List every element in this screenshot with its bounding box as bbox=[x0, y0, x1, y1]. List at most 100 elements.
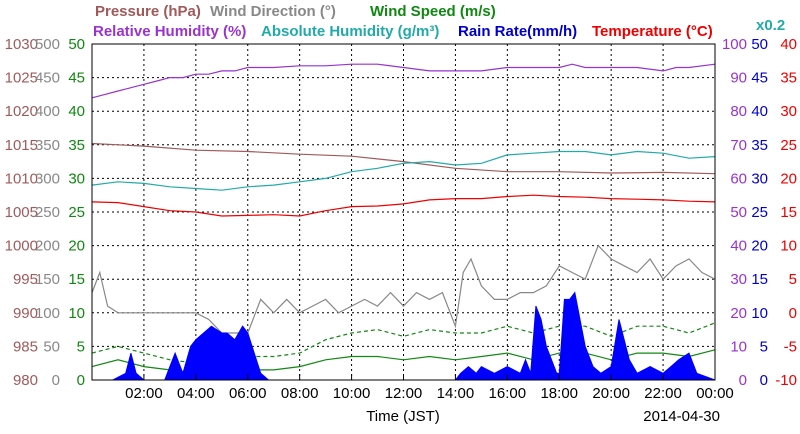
legend-rain-rate: Rain Rate(mm/h) bbox=[458, 23, 577, 40]
date-label: 2014-04-30 bbox=[643, 408, 720, 425]
tick-label-relative-humidity: 50 bbox=[730, 204, 747, 221]
tick-label-temperature: 30 bbox=[780, 103, 797, 120]
x-tick-label: 08:00 bbox=[281, 385, 319, 402]
x-tick-label: 10:00 bbox=[333, 385, 371, 402]
legend-pressure: Pressure (hPa) bbox=[95, 3, 201, 20]
tick-label-rain-rate: 15 bbox=[751, 271, 768, 288]
tick-label-pressure: 1020 bbox=[5, 103, 38, 120]
tick-label-wind-speed: 50 bbox=[68, 36, 85, 53]
left-axes: 1030102510201015101010051000995990985980… bbox=[5, 36, 85, 389]
legend-wind-speed: Wind Speed (m/s) bbox=[370, 3, 496, 20]
tick-label-temperature: 40 bbox=[780, 36, 797, 53]
tick-label-temperature: 10 bbox=[780, 238, 797, 255]
tick-label-wind-direction: 450 bbox=[35, 70, 60, 87]
legend-wind-direction: Wind Direction (°) bbox=[210, 3, 336, 20]
tick-label-relative-humidity: 30 bbox=[730, 271, 747, 288]
x-tick-label: 20:00 bbox=[592, 385, 630, 402]
tick-label-rain-rate: 50 bbox=[751, 36, 768, 53]
right-axes: 1009080706050403020100504540353025201510… bbox=[722, 36, 797, 389]
tick-label-relative-humidity: 0 bbox=[739, 372, 747, 389]
x-tick-label: 14:00 bbox=[437, 385, 475, 402]
x-axis: 02:00 04:00 06:00 08:00 10:00 12:00 14:00 16:00… bbox=[125, 374, 734, 402]
x-tick-label: 00:00 bbox=[696, 385, 734, 402]
tick-label-temperature: 20 bbox=[780, 170, 797, 187]
legend-absolute-humidity: Absolute Humidity (g/m³) bbox=[261, 23, 439, 40]
tick-label-temperature: 35 bbox=[780, 70, 797, 87]
series-rh bbox=[91, 63, 716, 99]
tick-label-wind-direction: 50 bbox=[43, 338, 60, 355]
tick-label-pressure: 1015 bbox=[5, 137, 38, 154]
tick-label-temperature: 5 bbox=[789, 271, 797, 288]
series-temp bbox=[91, 194, 716, 217]
plot-frame bbox=[91, 43, 716, 381]
tick-label-temperature: -5 bbox=[784, 338, 797, 355]
tick-label-wind-speed: 45 bbox=[68, 70, 85, 87]
tick-label-wind-direction: 250 bbox=[35, 204, 60, 221]
tick-label-relative-humidity: 40 bbox=[730, 238, 747, 255]
tick-label-wind-direction: 500 bbox=[35, 36, 60, 53]
x-tick-label: 16:00 bbox=[489, 385, 527, 402]
tick-label-temperature: 25 bbox=[780, 137, 797, 154]
tick-label-wind-direction: 350 bbox=[35, 137, 60, 154]
tick-label-pressure: 1010 bbox=[5, 170, 38, 187]
tick-label-pressure: 1005 bbox=[5, 204, 38, 221]
tick-label-wind-direction: 150 bbox=[35, 271, 60, 288]
series-rain bbox=[92, 291, 716, 381]
tick-label-relative-humidity: 70 bbox=[730, 137, 747, 154]
tick-label-rain-rate: 30 bbox=[751, 170, 768, 187]
x-tick-label: 18:00 bbox=[540, 385, 578, 402]
tick-label-wind-speed: 35 bbox=[68, 137, 85, 154]
tick-label-relative-humidity: 100 bbox=[722, 36, 747, 53]
series-pressure bbox=[91, 142, 716, 175]
tick-label-wind-direction: 400 bbox=[35, 103, 60, 120]
legend-scale-note: x0.2 bbox=[756, 17, 785, 34]
legend-relative-humidity: Relative Humidity (%) bbox=[93, 23, 246, 40]
tick-label-pressure: 1025 bbox=[5, 70, 38, 87]
tick-label-pressure: 1030 bbox=[5, 36, 38, 53]
tick-label-wind-speed: 40 bbox=[68, 103, 85, 120]
tick-label-temperature: -10 bbox=[775, 372, 797, 389]
tick-label-wind-speed: 5 bbox=[77, 338, 85, 355]
tick-label-rain-rate: 25 bbox=[751, 204, 768, 221]
tick-label-wind-speed: 30 bbox=[68, 170, 85, 187]
tick-label-relative-humidity: 20 bbox=[730, 305, 747, 322]
tick-label-rain-rate: 35 bbox=[751, 137, 768, 154]
tick-label-relative-humidity: 80 bbox=[730, 103, 747, 120]
tick-label-relative-humidity: 60 bbox=[730, 170, 747, 187]
tick-label-wind-speed: 0 bbox=[77, 372, 85, 389]
tick-label-wind-direction: 300 bbox=[35, 170, 60, 187]
tick-label-wind-direction: 200 bbox=[35, 238, 60, 255]
x-tick-label: 02:00 bbox=[125, 385, 163, 402]
x-tick-label: 06:00 bbox=[229, 385, 267, 402]
tick-label-wind-speed: 20 bbox=[68, 238, 85, 255]
tick-label-relative-humidity: 90 bbox=[730, 70, 747, 87]
x-tick-label: 04:00 bbox=[177, 385, 215, 402]
tick-label-wind-speed: 25 bbox=[68, 204, 85, 221]
grid-lines bbox=[92, 44, 715, 380]
legend-temperature: Temperature (°C) bbox=[592, 23, 713, 40]
tick-label-pressure: 980 bbox=[13, 372, 38, 389]
tick-label-wind-direction: 0 bbox=[52, 372, 60, 389]
tick-label-pressure: 990 bbox=[13, 305, 38, 322]
x-axis-label: Time (JST) bbox=[366, 408, 440, 425]
tick-label-rain-rate: 10 bbox=[751, 305, 768, 322]
x-tick-label: 12:00 bbox=[385, 385, 423, 402]
tick-label-rain-rate: 0 bbox=[760, 372, 768, 389]
series-ah bbox=[91, 150, 716, 191]
x-tick-label: 22:00 bbox=[644, 385, 682, 402]
tick-label-rain-rate: 5 bbox=[760, 338, 768, 355]
tick-label-wind-speed: 15 bbox=[68, 271, 85, 288]
tick-label-temperature: 0 bbox=[789, 305, 797, 322]
tick-label-rain-rate: 45 bbox=[751, 70, 768, 87]
tick-label-pressure: 995 bbox=[13, 271, 38, 288]
series-wd bbox=[91, 244, 716, 334]
tick-label-wind-direction: 100 bbox=[35, 305, 60, 322]
tick-label-pressure: 985 bbox=[13, 338, 38, 355]
tick-label-rain-rate: 40 bbox=[751, 103, 768, 120]
tick-label-relative-humidity: 10 bbox=[730, 338, 747, 355]
tick-label-pressure: 1000 bbox=[5, 238, 38, 255]
series-group bbox=[91, 63, 716, 381]
tick-label-temperature: 15 bbox=[780, 204, 797, 221]
tick-label-wind-speed: 10 bbox=[68, 305, 85, 322]
